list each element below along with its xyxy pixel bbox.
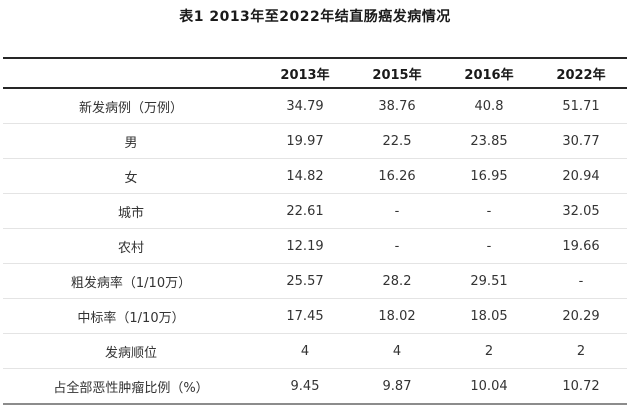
header-row: 2013年 2015年 2016年 2022年 bbox=[3, 58, 627, 88]
header-cell-2013: 2013年 bbox=[280, 67, 330, 83]
row-label-standardized-rate: 中标率（1/10万） bbox=[77, 310, 185, 326]
cell-value: 2 bbox=[576, 343, 586, 359]
row-label-male: 男 bbox=[124, 135, 138, 151]
table-body: 新发病例（万例） 34.79 38.76 40.8 51.71 男 19.97 … bbox=[3, 88, 627, 404]
table-row: 城市 22.61 - - 32.05 bbox=[3, 194, 627, 229]
cell-value: 23.85 bbox=[470, 133, 508, 149]
cell-value: 38.76 bbox=[378, 98, 416, 114]
cell-value: 17.45 bbox=[286, 308, 324, 324]
cell-value: - bbox=[394, 203, 400, 219]
row-label-rural: 农村 bbox=[117, 240, 144, 256]
table-row: 新发病例（万例） 34.79 38.76 40.8 51.71 bbox=[3, 88, 627, 124]
cell-value: 16.95 bbox=[470, 168, 508, 184]
cell-value: - bbox=[394, 238, 400, 254]
cell-value: 10.04 bbox=[470, 378, 508, 394]
cell-value: 25.57 bbox=[286, 273, 324, 289]
cell-value: 4 bbox=[300, 343, 310, 359]
cell-value: - bbox=[486, 203, 492, 219]
row-label-new-cases: 新发病例（万例） bbox=[78, 100, 183, 116]
cell-value: 12.19 bbox=[286, 238, 324, 254]
cell-value: 9.45 bbox=[290, 378, 320, 394]
table-row: 发病顺位 4 4 2 2 bbox=[3, 334, 627, 369]
cell-value: 10.72 bbox=[562, 378, 600, 394]
incidence-table: 2013年 2015年 2016年 2022年 新发病例（万例） 34.79 3… bbox=[3, 57, 627, 405]
header-cell-2016: 2016年 bbox=[464, 67, 514, 83]
table-header: 2013年 2015年 2016年 2022年 bbox=[3, 58, 627, 88]
row-label-female: 女 bbox=[124, 170, 138, 186]
cell-value: 30.77 bbox=[562, 133, 600, 149]
table-row: 占全部恶性肿瘤比例（%） 9.45 9.87 10.04 10.72 bbox=[3, 369, 627, 405]
table-row: 粗发病率（1/10万） 25.57 28.2 29.51 - bbox=[3, 264, 627, 299]
table-row: 农村 12.19 - - 19.66 bbox=[3, 229, 627, 264]
cell-value: 19.97 bbox=[286, 133, 324, 149]
table-row: 女 14.82 16.26 16.95 20.94 bbox=[3, 159, 627, 194]
cell-value: - bbox=[578, 273, 584, 289]
row-label-crude-rate: 粗发病率（1/10万） bbox=[70, 275, 192, 291]
cell-value: 51.71 bbox=[562, 98, 600, 114]
header-cell-empty bbox=[3, 58, 259, 88]
row-label-urban: 城市 bbox=[117, 205, 144, 221]
cell-value: 18.05 bbox=[470, 308, 508, 324]
cell-value: 4 bbox=[392, 343, 402, 359]
cell-value: 9.87 bbox=[382, 378, 412, 394]
cell-value: 18.02 bbox=[378, 308, 416, 324]
cell-value: - bbox=[486, 238, 492, 254]
table-row: 中标率（1/10万） 17.45 18.02 18.05 20.29 bbox=[3, 299, 627, 334]
cell-value: 20.29 bbox=[562, 308, 600, 324]
cell-value: 22.5 bbox=[382, 133, 412, 149]
cell-value: 34.79 bbox=[286, 98, 324, 114]
cell-value: 2 bbox=[484, 343, 494, 359]
row-label-incidence-rank: 发病顺位 bbox=[104, 345, 157, 361]
cell-value: 32.05 bbox=[562, 203, 600, 219]
cell-value: 16.26 bbox=[378, 168, 416, 184]
cell-value: 28.2 bbox=[382, 273, 412, 289]
cell-value: 40.8 bbox=[474, 98, 504, 114]
cell-value: 29.51 bbox=[470, 273, 508, 289]
table-row: 男 19.97 22.5 23.85 30.77 bbox=[3, 124, 627, 159]
table-title: 表1 2013年至2022年结直肠癌发病情况 bbox=[179, 9, 451, 25]
header-cell-2022: 2022年 bbox=[556, 67, 606, 83]
header-cell-2015: 2015年 bbox=[372, 67, 422, 83]
cell-value: 19.66 bbox=[562, 238, 600, 254]
cell-value: 14.82 bbox=[286, 168, 324, 184]
row-label-proportion-of-all-malignant-tumors: 占全部恶性肿瘤比例（%） bbox=[53, 380, 209, 396]
cell-value: 22.61 bbox=[286, 203, 324, 219]
cell-value: 20.94 bbox=[562, 168, 600, 184]
